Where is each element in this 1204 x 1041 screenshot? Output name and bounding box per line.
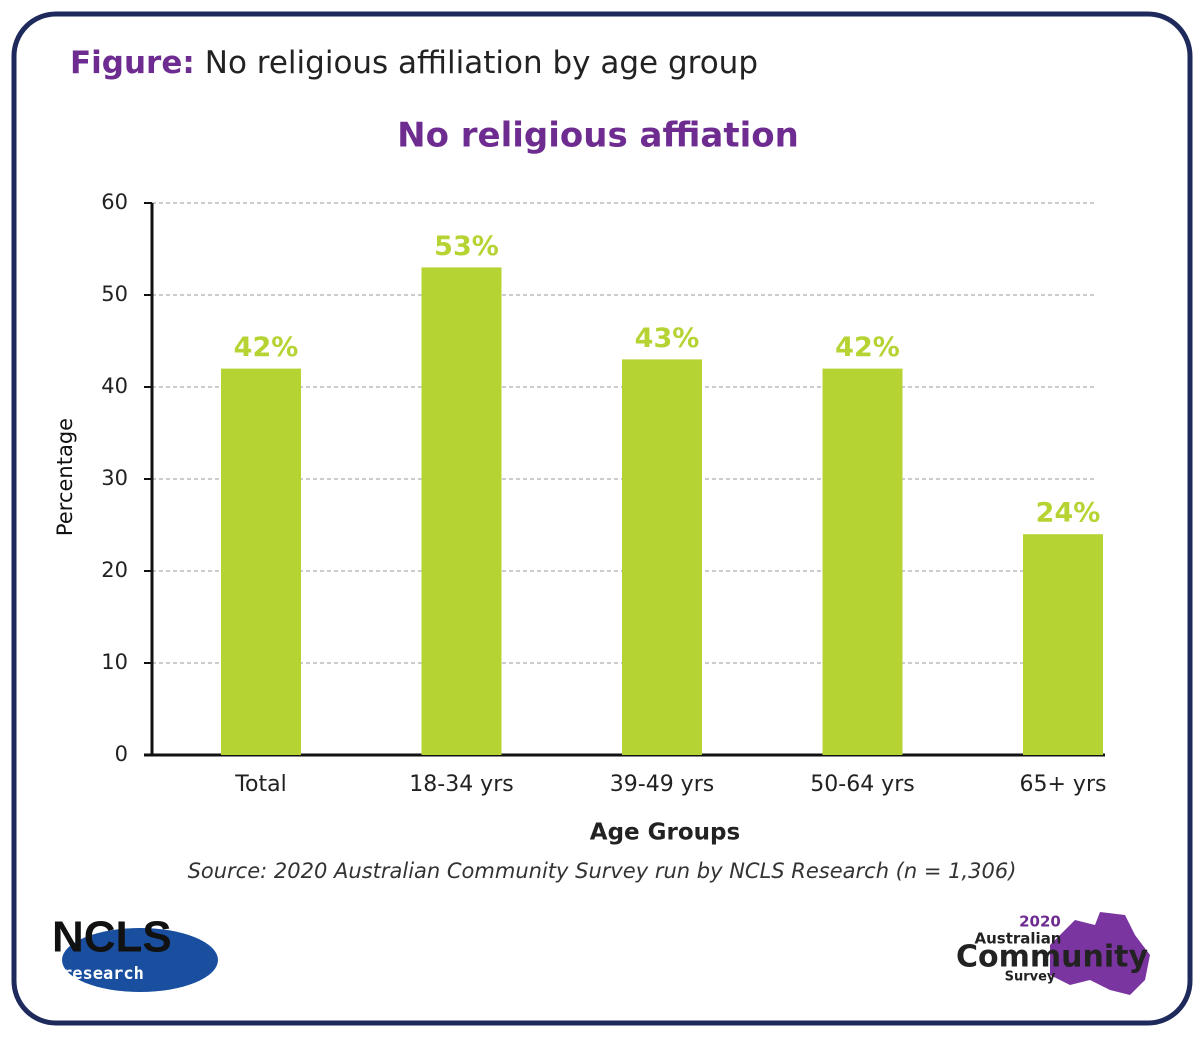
x-tick-label: 18-34 yrs xyxy=(409,772,513,797)
y-tick-label: 40 xyxy=(101,374,128,398)
y-axis-label: Percentage xyxy=(53,418,77,536)
logo-text: Community xyxy=(956,940,1148,975)
logo-text: Australian xyxy=(975,930,1062,948)
x-tick-label: 65+ yrs xyxy=(1020,772,1107,797)
y-tick-label: 50 xyxy=(101,282,128,306)
data-label: 24% xyxy=(1036,498,1101,529)
logo-ellipse xyxy=(62,928,218,992)
y-tick-label: 60 xyxy=(101,190,128,214)
x-tick-label: Total xyxy=(234,772,286,797)
bar xyxy=(1023,534,1103,755)
logo-map xyxy=(1050,912,1150,995)
figure-prefix: Figure: xyxy=(70,45,195,81)
data-label: 42% xyxy=(234,332,299,363)
figure-heading: Figure: No religious affiliation by age g… xyxy=(70,45,758,81)
bar xyxy=(822,368,903,755)
frame xyxy=(11,11,1193,1026)
logo-text: NCLS xyxy=(52,913,172,962)
ncls-logo: NCLS research xyxy=(52,913,218,992)
chart-title: No religious affiation xyxy=(397,116,799,156)
survey-logo: 2020 Australian Community Survey xyxy=(956,912,1150,995)
logo-text: Survey xyxy=(1005,970,1056,985)
bar xyxy=(421,267,502,755)
data-label: 53% xyxy=(434,231,499,262)
x-tick-label: 50-64 yrs xyxy=(810,772,914,797)
figure-caption: No religious affiliation by age group xyxy=(205,45,758,81)
logo-text: research xyxy=(62,964,144,984)
y-tick-label: 0 xyxy=(115,742,128,766)
source: Source: 2020 Australian Community Survey… xyxy=(188,859,1017,883)
x-axis-label: Age Groups xyxy=(590,820,740,846)
y-tick-label: 30 xyxy=(101,466,128,490)
bar xyxy=(622,359,702,755)
y-tick-label: 20 xyxy=(101,558,128,582)
bar xyxy=(221,368,301,755)
x-tick-label: 39-49 yrs xyxy=(610,772,714,797)
data-label: 43% xyxy=(635,323,700,354)
data-label: 42% xyxy=(835,332,900,363)
y-tick-label: 10 xyxy=(101,650,128,674)
logo-text: 2020 xyxy=(1019,913,1061,931)
